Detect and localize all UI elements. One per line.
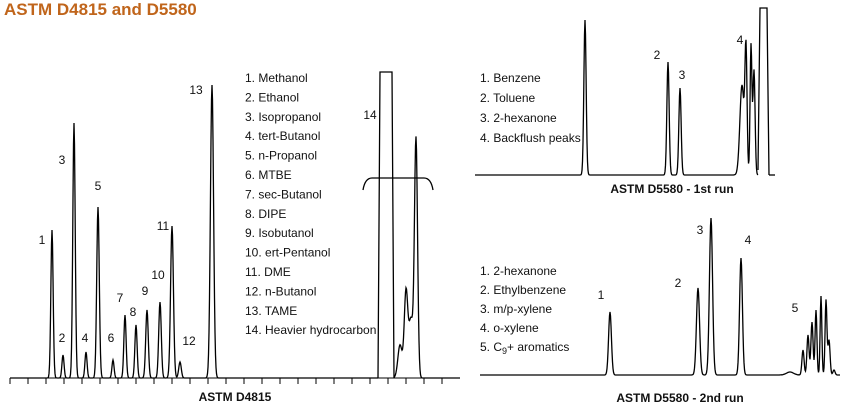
peak-label: 13 [189,83,203,97]
peak-label: 7 [117,291,124,305]
chromatogram-trace [393,136,460,379]
peak-label: 4 [745,233,752,247]
peak-label: 2 [59,331,66,345]
chromatogram-trace [480,217,840,376]
legend-item: 9. Isobutanol [245,226,314,240]
panel-caption: ASTM D5580 - 1st run [610,182,733,196]
legend-item: 1. Methanol [245,71,308,85]
legend-item: 5. n-Propanol [245,149,317,163]
legend-item: 7. sec-Butanol [245,187,322,201]
peak-label: 3 [679,68,686,82]
panel-caption: ASTM D5580 - 2nd run [616,391,743,405]
legend-item: 12. n-Butanol [245,284,316,298]
peak-label: 3 [59,153,66,167]
peak-label: 4 [737,33,744,47]
peak-label: 10 [151,268,165,282]
legend-item: 10. ert-Pentanol [245,246,330,260]
peak-label: 14 [363,108,377,122]
chromatogram-trace [475,19,759,176]
legend-item: 5. C9+ aromatics [480,340,569,356]
legend-item: 3. 2-hexanone [480,111,557,125]
peak-label: 12 [182,334,196,348]
bracket [362,177,434,191]
peak-label: 3 [697,223,704,237]
peak-label: 5 [792,301,799,315]
figure-title: ASTM D4815 and D5580 [4,0,197,19]
legend-item: 3. Isopropanol [245,110,321,124]
legend-item: 3. m/p-xylene [480,302,552,316]
legend-item: 14. Heavier hydrocarbon [245,323,376,337]
peak-label: 2 [654,48,661,62]
peak-label: 1 [598,288,605,302]
peak-label: 8 [130,305,137,319]
peak-label: 4 [82,331,89,345]
legend-item: 2. Ethanol [245,90,299,104]
legend-item: 2. Ethylbenzene [480,283,566,297]
peak-label: 11 [157,219,170,233]
peak-label: 6 [108,331,115,345]
legend-item: 8. DIPE [245,207,286,221]
legend-item: 13. TAME [245,304,297,318]
legend-item: 4. tert-Butanol [245,129,320,143]
legend-item: 6. MTBE [245,168,292,182]
legend-item: 4. o-xylene [480,321,539,335]
peak-label: 9 [142,284,149,298]
overflow-peak [377,71,395,379]
peak-label: 5 [95,179,102,193]
peak-label: 1 [39,233,46,247]
peak-label: 2 [675,276,682,290]
legend-item: 4. Backflush peaks [480,131,581,145]
legend-item: 1. 2-hexanone [480,264,557,278]
legend-item: 2. Toluene [480,91,535,105]
overflow-peak [757,7,770,176]
legend-item: 1. Benzene [480,71,541,85]
panel-caption: ASTM D4815 [199,390,272,404]
legend-item: 11. DME [245,265,291,279]
